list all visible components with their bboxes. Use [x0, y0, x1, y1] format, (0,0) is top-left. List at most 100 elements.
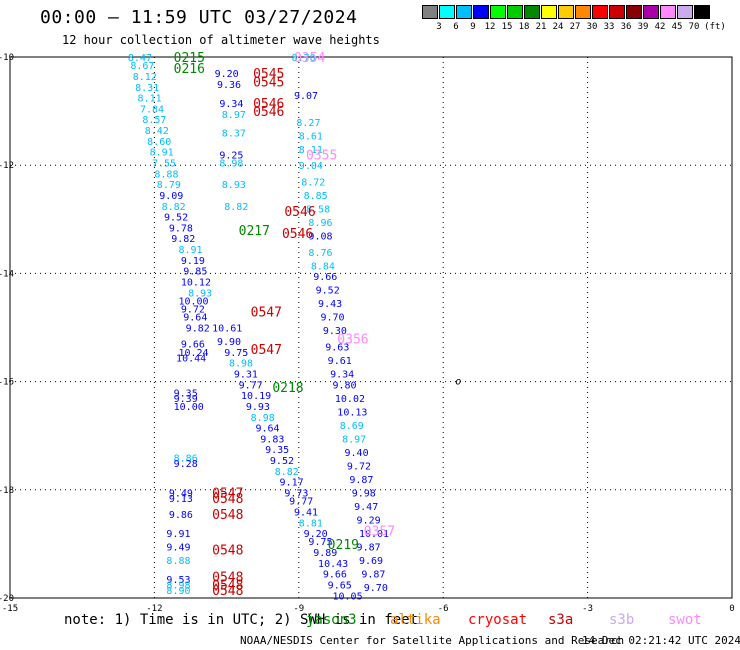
wave-height-value: 10.05	[332, 591, 362, 602]
plot-frame	[9, 56, 733, 599]
marker-label: o	[455, 377, 461, 388]
credit-line: NOAA/NESDIS Center for Satellite Applica…	[240, 634, 625, 647]
wave-height-value: 9.19	[181, 256, 205, 267]
legend-swatch	[473, 5, 489, 19]
legend-label: 45	[671, 22, 683, 32]
satellite-s3a: s3a	[548, 612, 574, 628]
wave-height-value: 7.55	[152, 158, 176, 169]
pass-time-label: 0547	[212, 487, 243, 502]
wave-height-value: 9.75	[224, 348, 248, 359]
wave-height-value: 9.82	[171, 234, 195, 245]
pass-time-label: 0545	[253, 75, 284, 90]
legend-label: 36	[620, 22, 632, 32]
wave-height-value: 9.64	[183, 313, 207, 324]
footer-note: note: 1) Time is in UTC; 2) SWH is in fe…	[64, 612, 419, 628]
wave-height-value: 9.49	[169, 489, 193, 500]
chart-title: 00:00 — 11:59 UTC 03/27/2024	[40, 7, 358, 28]
wave-height-value: 9.20	[304, 529, 328, 540]
wave-height-value: 8.81	[299, 518, 323, 529]
wave-height-value: 8.37	[222, 129, 246, 140]
wave-height-value: 8.61	[299, 131, 323, 142]
pass-time-label: 0548	[212, 492, 243, 507]
legend-unit: (ft)	[704, 22, 726, 32]
pass-time-label: 0355	[306, 148, 337, 163]
wave-height-value: 9.47	[354, 502, 378, 513]
pass-time-label: 0548	[212, 508, 243, 523]
wave-height-value: 9.20	[215, 69, 239, 80]
wave-height-value: 9.25	[219, 150, 243, 161]
wave-height-value: 9.98	[352, 489, 376, 500]
legend-swatch	[592, 5, 608, 19]
legend-label: 39	[637, 22, 649, 32]
wave-height-value: 8.93	[188, 288, 212, 299]
legend-label: 9	[470, 22, 476, 32]
wave-height-value: 9.63	[325, 342, 349, 353]
wave-height-value: 8.88	[166, 556, 190, 567]
wave-height-value: 9.83	[260, 434, 284, 445]
wave-height-value: 10.24	[178, 348, 208, 359]
legend-label: 18	[518, 22, 530, 32]
wave-height-value: 9.65	[328, 580, 352, 591]
y-tick-label: -18	[0, 486, 14, 496]
wave-height-value: 9.78	[169, 223, 193, 234]
y-tick-label: -16	[0, 378, 14, 388]
legend-swatch	[694, 5, 710, 19]
legend-swatch	[660, 5, 676, 19]
wave-height-value: 9.08	[308, 232, 332, 243]
wave-height-value: 9.87	[349, 475, 373, 486]
wave-height-value: 9.87	[357, 543, 381, 554]
legend-swatch	[490, 5, 506, 19]
legend-swatch	[456, 5, 472, 19]
wave-height-value: 8.31	[135, 83, 159, 94]
wave-height-value: 9.04	[299, 161, 323, 172]
wave-height-value: 10.12	[181, 278, 211, 289]
pass-time-label: 0215	[174, 51, 205, 66]
wave-height-value: 8.58	[306, 204, 330, 215]
wave-height-value: 9.85	[183, 267, 207, 278]
legend-swatch	[439, 5, 455, 19]
wave-height-value: 9.34	[219, 99, 243, 110]
wave-height-value: 9.91	[166, 529, 190, 540]
wave-height-value: 8.11	[299, 145, 323, 156]
legend-swatch	[422, 5, 438, 19]
satellite-cryosat: cryosat	[468, 612, 528, 628]
pass-time-label: 0546	[282, 227, 313, 242]
wave-height-value: 8.27	[296, 118, 320, 129]
wave-height-value: 9.77	[239, 380, 263, 391]
wave-height-value: 9.75	[308, 537, 332, 548]
wave-height-value: 8.82	[275, 467, 299, 478]
wave-height-value: 8.42	[145, 126, 169, 137]
y-tick-label: -10	[0, 53, 14, 63]
wave-height-value: 9.64	[255, 424, 279, 435]
wave-height-value: 9.73	[284, 489, 308, 500]
wave-height-value: 8.11	[138, 94, 162, 105]
x-tick-label: -6	[438, 604, 449, 614]
legend-swatch	[575, 5, 591, 19]
wave-height-value: 8.97	[222, 110, 246, 121]
pass-time-label: 0548	[212, 570, 243, 585]
wave-height-value: 9.34	[330, 369, 354, 380]
wave-height-value: 8.12	[133, 72, 157, 83]
wave-height-value: 9.66	[323, 570, 347, 581]
x-tick-label: -12	[146, 604, 162, 614]
legend-label: 21	[535, 22, 547, 32]
wave-height-value: 9.53	[166, 575, 190, 586]
wave-height-value: 8.98	[229, 359, 253, 370]
wave-height-value: 9.72	[347, 461, 371, 472]
wave-height-value: 9.28	[174, 459, 198, 470]
wave-height-value: 9.90	[217, 337, 241, 348]
wave-height-value: 10.01	[359, 529, 389, 540]
wave-height-value: 8.47	[128, 53, 152, 64]
wave-height-value: 10.44	[176, 353, 206, 364]
wave-height-value: 8.84	[311, 261, 335, 272]
x-tick-label: -15	[2, 604, 18, 614]
wave-height-value: 8.98	[219, 158, 243, 169]
wave-height-value: 9.52	[316, 286, 340, 297]
wave-height-value: 8.98	[166, 580, 190, 591]
wave-height-value: 9.13	[169, 494, 193, 505]
y-tick-label: -20	[0, 594, 14, 604]
wave-height-value: 9.17	[280, 478, 304, 489]
wave-height-value: 9.35	[265, 445, 289, 456]
legend-swatch	[558, 5, 574, 19]
